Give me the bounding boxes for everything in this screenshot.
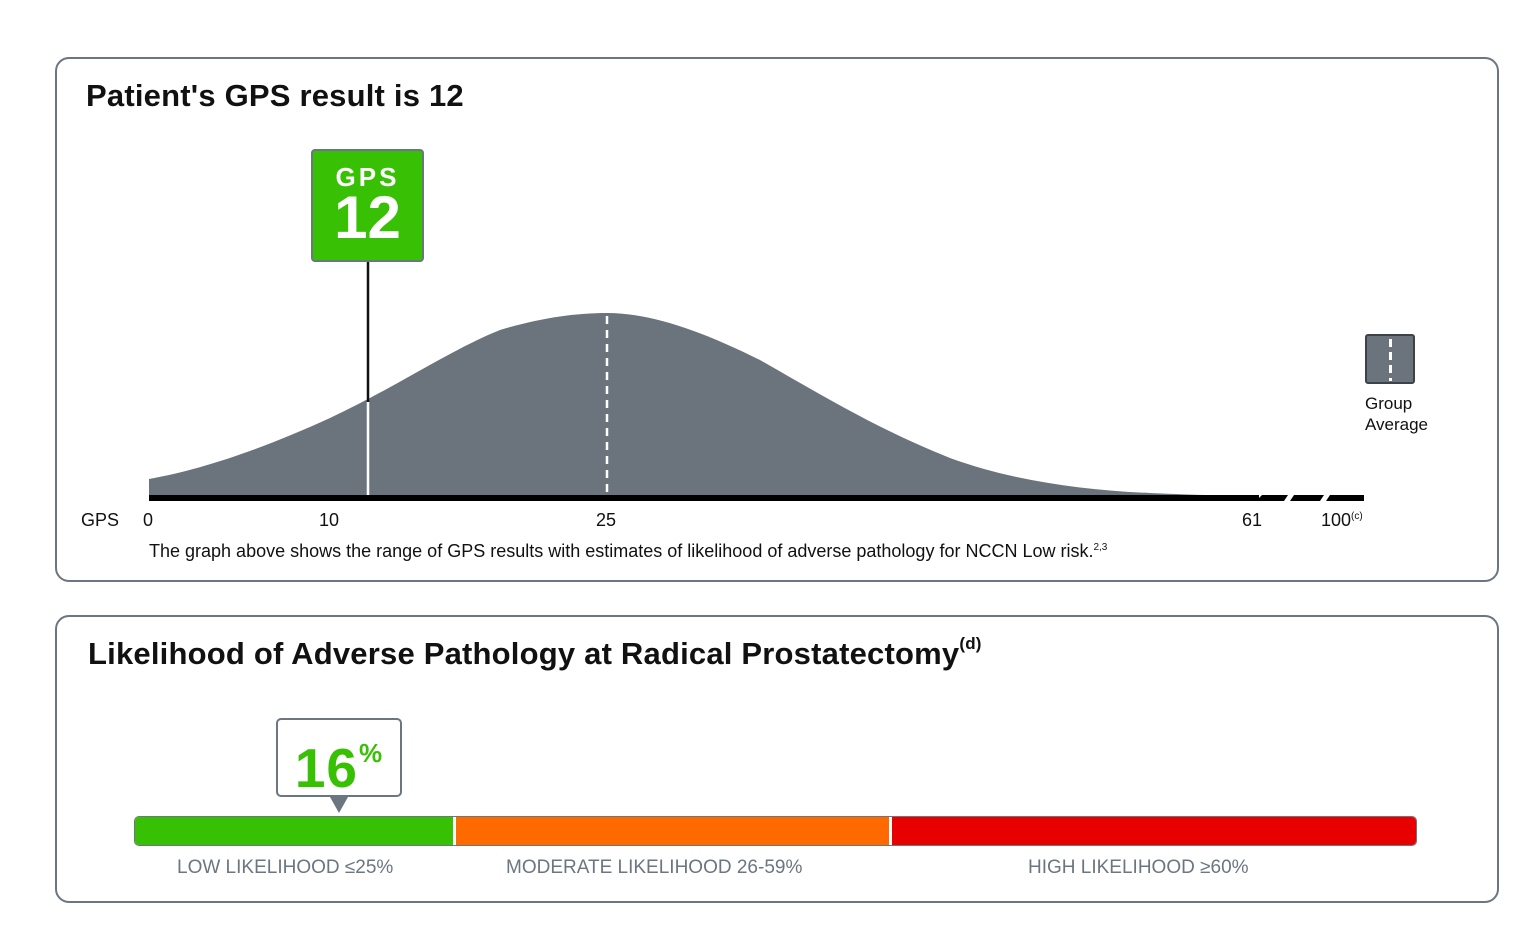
high-likelihood-segment [892,817,1416,845]
title-footnote: (d) [959,633,982,653]
low-likelihood-segment [135,817,453,845]
adverse-pathology-title: Likelihood of Adverse Pathology at Radic… [88,633,982,672]
gps-marker-badge: GPS 12 [311,149,424,262]
caption-text: The graph above shows the range of GPS r… [149,541,1094,561]
likelihood-number: 16 [294,737,359,800]
axis-name: GPS [81,510,120,530]
tick-100: 100(c) [1321,510,1363,531]
callout-pointer-icon [330,797,348,813]
group-average-legend-label: Group Average [1365,393,1428,435]
axis-break-segment [1256,495,1288,501]
axis-break-segment [1290,495,1324,501]
tick-100-value: 100 [1321,510,1352,530]
tick-25: 25 [596,510,617,530]
likelihood-callout: 16% [276,718,402,799]
likelihood-unit: % [359,738,384,768]
gps-marker-label: GPS [335,162,400,192]
segment-divider [453,817,456,845]
tick-0: 0 [143,510,154,530]
tick-10: 10 [319,510,340,530]
tick-100-footnote: (c) [1351,511,1363,522]
moderate-likelihood-segment [456,817,889,845]
dashed-line-icon [1389,339,1392,381]
legend-line-2: Average [1365,415,1429,434]
x-axis-line [149,495,1259,501]
moderate-likelihood-label: MODERATE LIKELIHOOD 26-59% [506,857,803,878]
distribution-curve [149,313,1255,497]
likelihood-scale-bar [134,816,1417,846]
likelihood-value: 16% [295,737,383,799]
legend-line-1: Group [1365,394,1413,413]
segment-divider [889,817,892,845]
caption-footnote: 2,3 [1093,542,1108,553]
high-likelihood-label: HIGH LIKELIHOOD ≥60% [1028,857,1249,878]
tick-61: 61 [1242,510,1263,530]
gps-result-title: Patient's GPS result is 12 [86,78,464,113]
group-average-legend-icon [1365,334,1415,384]
low-likelihood-label: LOW LIKELIHOOD ≤25% [177,857,394,878]
axis-break-segment [1326,495,1364,501]
gps-marker-value: 12 [334,184,401,251]
title-text: Likelihood of Adverse Pathology at Radic… [88,636,960,671]
chart-caption: The graph above shows the range of GPS r… [149,541,1107,562]
